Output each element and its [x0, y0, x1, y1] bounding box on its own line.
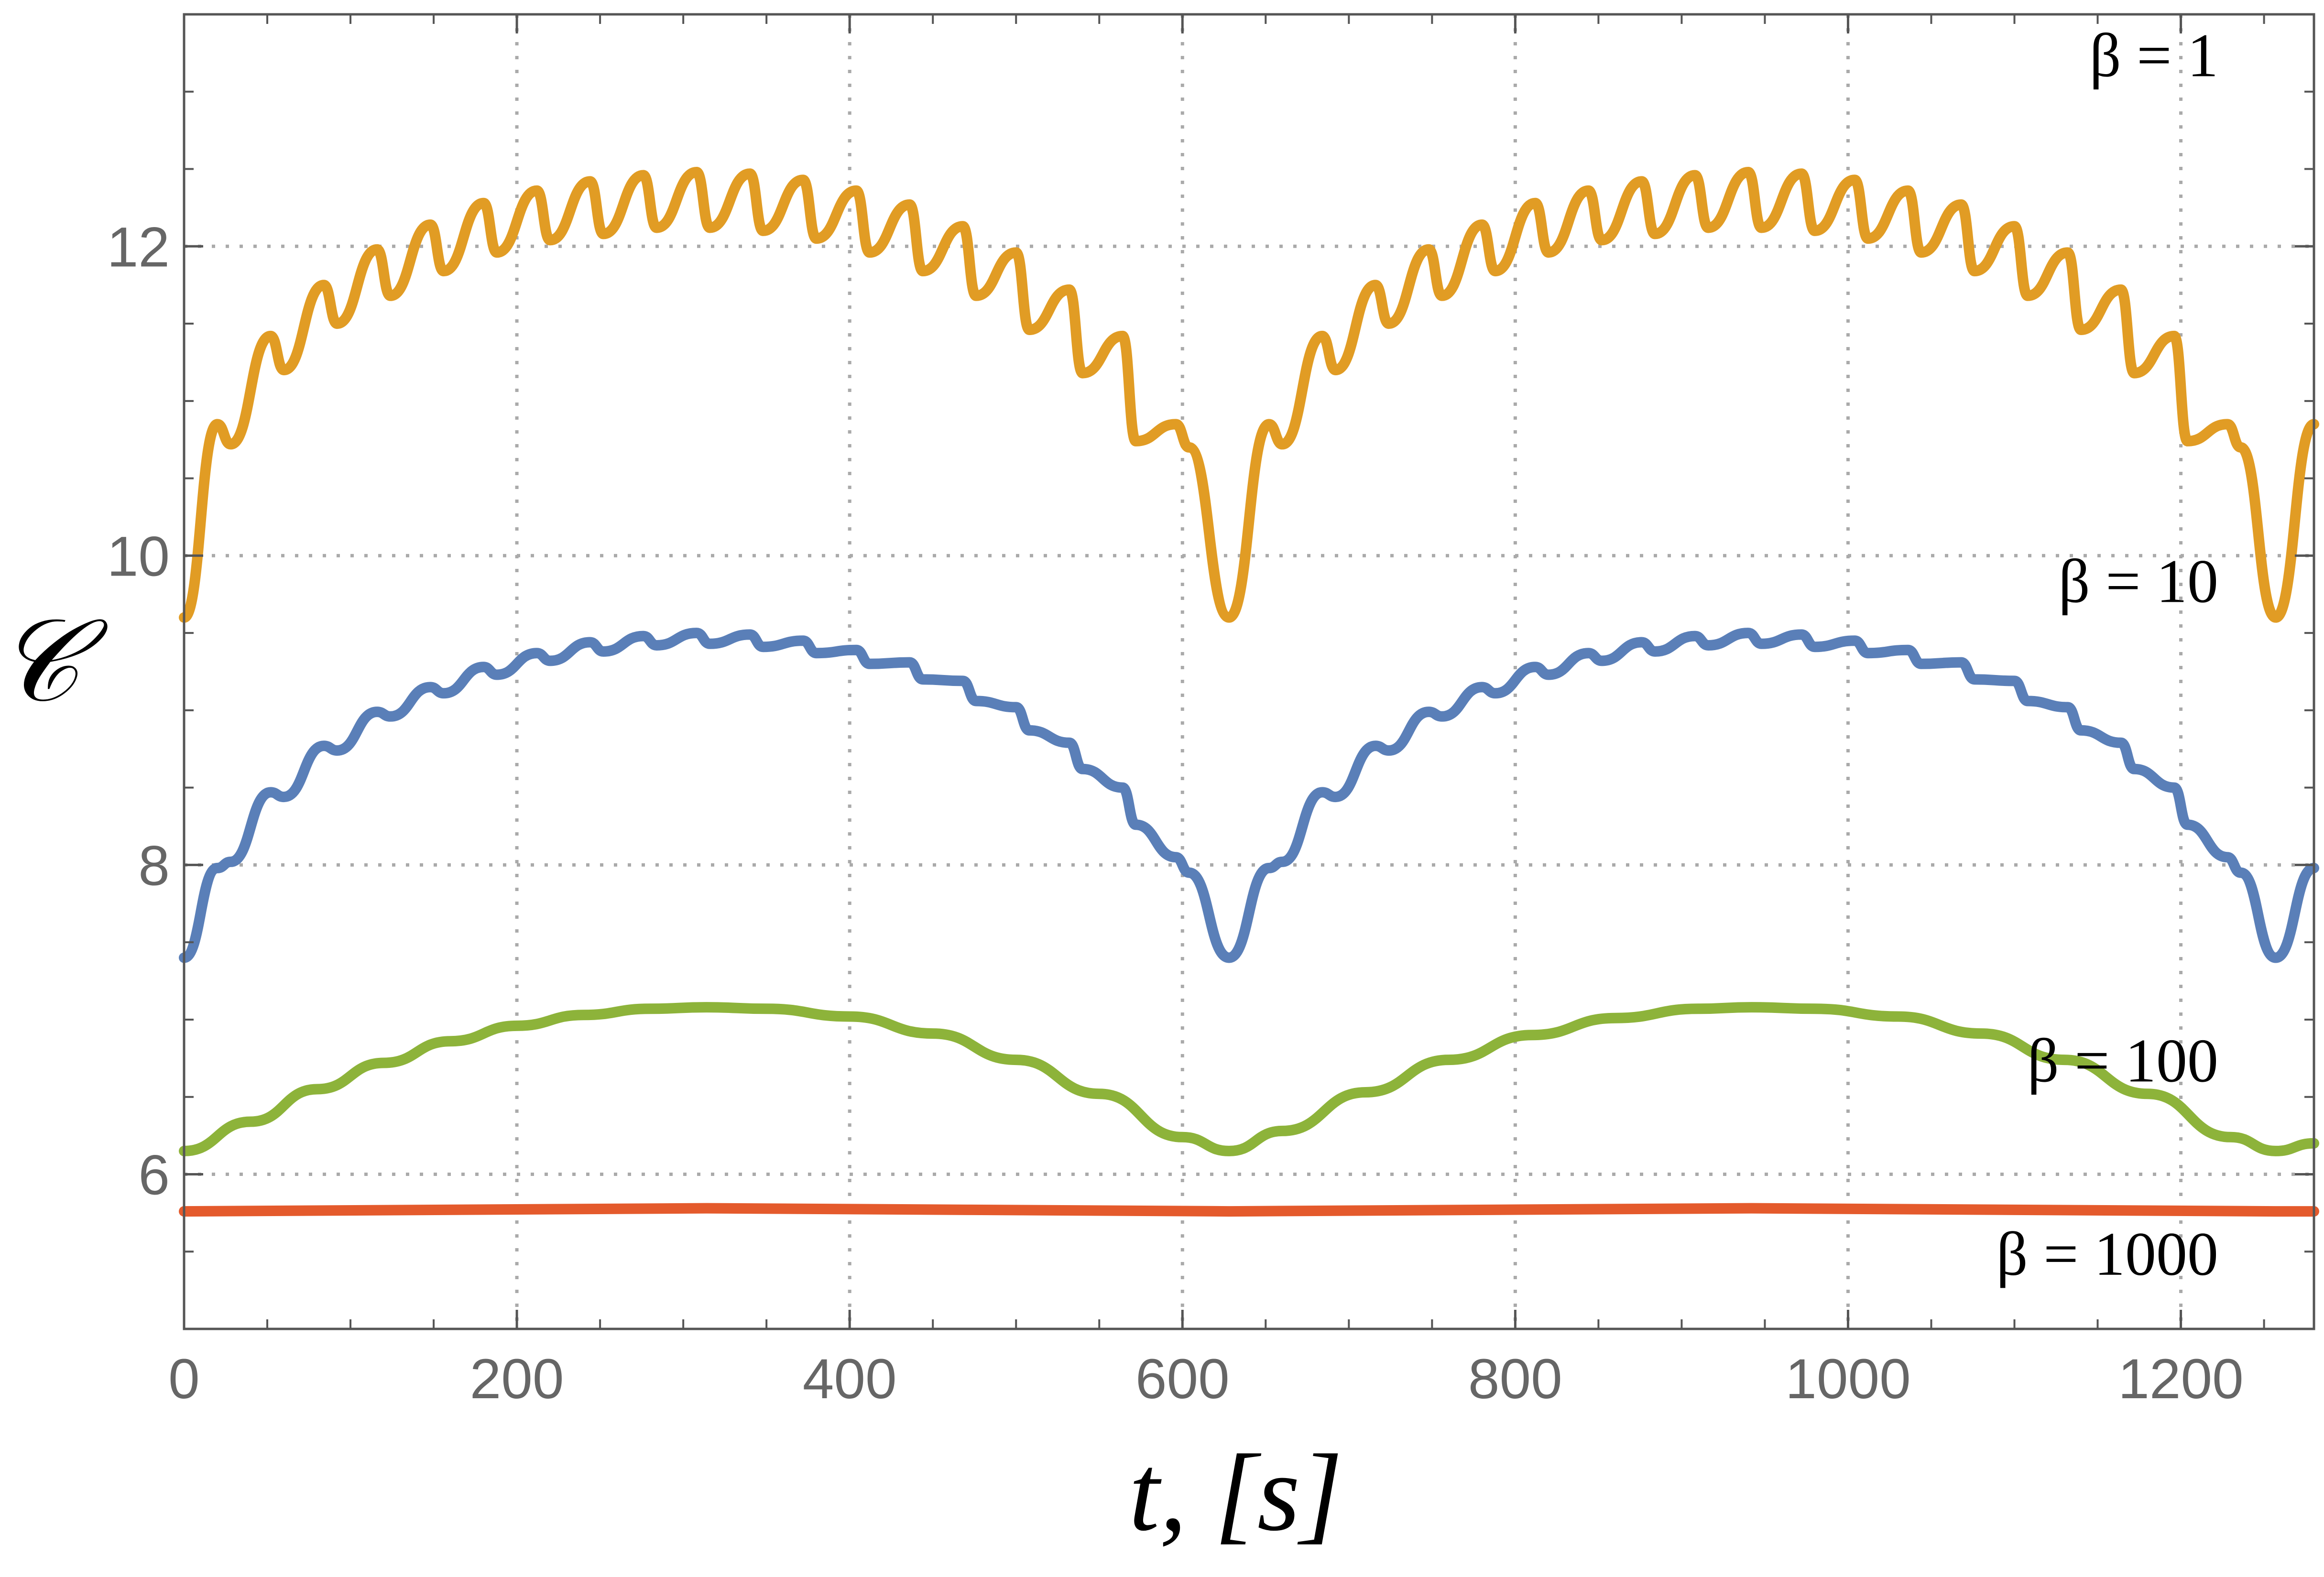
series-layer [179, 167, 2319, 1217]
x-tick-label: 1000 [1785, 1348, 1911, 1411]
x-tick-label: 1200 [2118, 1348, 2244, 1411]
y-tick-label: 10 [107, 525, 170, 588]
x-tick-label: 0 [168, 1348, 200, 1411]
series-label-1: β = 1 [2090, 21, 2218, 90]
x-tick-label: 600 [1135, 1348, 1230, 1411]
y-tick-label: 6 [138, 1143, 170, 1207]
series-label-4: β = 1000 [1997, 1220, 2218, 1289]
x-tick-label: 200 [470, 1348, 564, 1411]
x-tick-label: 400 [803, 1348, 897, 1411]
axis-ticks [183, 14, 2314, 1329]
series-line-3 [179, 1002, 2319, 1156]
x-tick-label: 800 [1468, 1348, 1562, 1411]
series-line-2 [179, 628, 2319, 963]
series-label-2: β = 10 [2059, 547, 2218, 616]
series-line-4 [179, 1203, 2319, 1217]
y-tick-label: 8 [138, 834, 170, 897]
series-labels: β = 1 β = 10 β = 100 β = 1000 [1997, 21, 2218, 1288]
y-tick-label: 12 [107, 216, 170, 279]
series-line-1 [179, 167, 2319, 623]
plot-frame [183, 13, 2315, 1330]
x-axis-label: t, [s] [1129, 1432, 1342, 1554]
tick-labels: 0 200 400 600 800 1000 1200 6 8 10 12 [107, 216, 2244, 1411]
y-axis-label: 𝒞 [0, 598, 109, 725]
series-label-3: β = 100 [2028, 1026, 2218, 1095]
